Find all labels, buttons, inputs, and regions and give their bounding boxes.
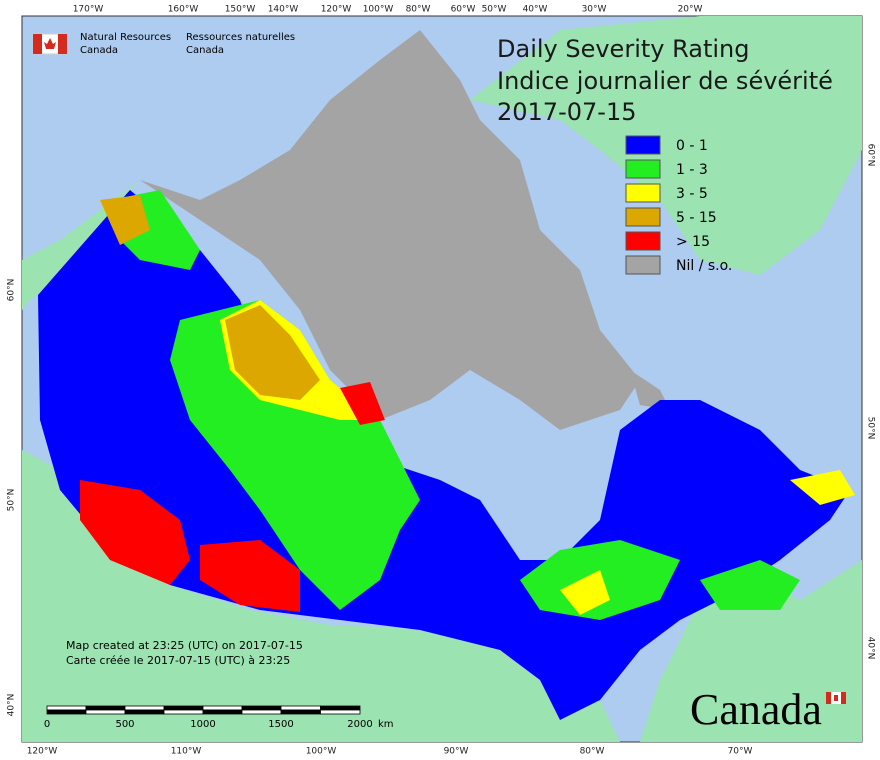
scale-segment <box>124 709 165 715</box>
nrcan-flag <box>32 33 68 55</box>
legend-label: > 15 <box>676 234 710 250</box>
graticule-label: 60°N <box>7 279 17 302</box>
agency-en-2: Canada <box>80 45 118 56</box>
agency-fr-2: Canada <box>186 45 224 56</box>
graticule-label: 100°W <box>306 747 337 757</box>
scale-segment <box>280 709 321 715</box>
title-line2: Indice journalier de sévérité <box>497 67 833 95</box>
graticule-label: 40°N <box>7 694 17 717</box>
legend-label: 0 - 1 <box>676 138 708 154</box>
legend-swatch <box>625 183 661 203</box>
graticule-label: 20°W <box>678 5 703 15</box>
scale-label: 1500 <box>268 719 293 730</box>
scale-label: 500 <box>115 719 134 730</box>
scale-segment <box>163 709 204 715</box>
land-background <box>22 16 862 742</box>
legend-label: Nil / s.o. <box>676 258 732 274</box>
graticule-label: 30°W <box>582 5 607 15</box>
graticule-label: 60°W <box>451 5 476 15</box>
scale-segment <box>85 709 126 715</box>
graticule-label: 60°N <box>866 144 876 167</box>
graticule-label: 50°N <box>866 417 876 440</box>
scale-label: 2000 <box>347 719 372 730</box>
graticule-label: 50°W <box>482 5 507 15</box>
graticule-label: 110°W <box>171 747 202 757</box>
scale-segment <box>163 705 204 711</box>
agency-fr: Ressources naturelles <box>186 32 295 43</box>
scale-segment <box>46 709 87 715</box>
title-line1: Daily Severity Rating <box>497 35 749 63</box>
scale-segment <box>85 705 126 711</box>
graticule-label: 150°W <box>225 5 256 15</box>
scale-label: 0 <box>44 719 50 730</box>
credit-en: Map created at 23:25 (UTC) on 2017-07-15 <box>66 639 303 652</box>
graticule-label: 90°W <box>444 747 469 757</box>
scale-segment <box>241 709 282 715</box>
graticule-label: 70°W <box>728 747 753 757</box>
scale-segment <box>241 705 282 711</box>
graticule-label: 50°N <box>7 489 17 512</box>
graticule-label: 80°W <box>406 5 431 15</box>
scale-segment <box>320 705 361 711</box>
graticule-label: 140°W <box>268 5 299 15</box>
graticule-label: 80°W <box>580 747 605 757</box>
scale-segment <box>124 705 165 711</box>
title-date: 2017-07-15 <box>497 98 636 126</box>
graticule-label: 100°W <box>363 5 394 15</box>
wordmark: Canada <box>690 685 822 734</box>
graticule-label: 120°W <box>27 747 58 757</box>
credit-fr: Carte créée le 2017-07-15 (UTC) à 23:25 <box>66 654 290 667</box>
legend-swatch <box>625 207 661 227</box>
canada-wordmark: Canada <box>690 685 846 734</box>
scale-segment <box>202 705 243 711</box>
scale-segment <box>46 705 87 711</box>
rating-regions <box>38 190 855 720</box>
scale-segment <box>202 709 243 715</box>
legend-label: 3 - 5 <box>676 186 708 202</box>
graticule-label: 160°W <box>168 5 199 15</box>
graticule-label: 120°W <box>321 5 352 15</box>
graticule-label: 40°W <box>523 5 548 15</box>
legend-swatch <box>625 255 661 275</box>
graticule-label: 40°N <box>866 637 876 660</box>
scale-segment <box>280 705 321 711</box>
scale-unit: km <box>378 719 394 730</box>
legend-swatch <box>625 231 661 251</box>
scale-label: 1000 <box>190 719 215 730</box>
agency-en: Natural Resources <box>80 32 171 43</box>
graticule-label: 170°W <box>73 5 104 15</box>
legend-label: 1 - 3 <box>676 162 708 178</box>
legend-swatch <box>625 135 661 155</box>
legend-label: 5 - 15 <box>676 210 717 226</box>
legend-swatch <box>625 159 661 179</box>
scale-segment <box>320 709 361 715</box>
